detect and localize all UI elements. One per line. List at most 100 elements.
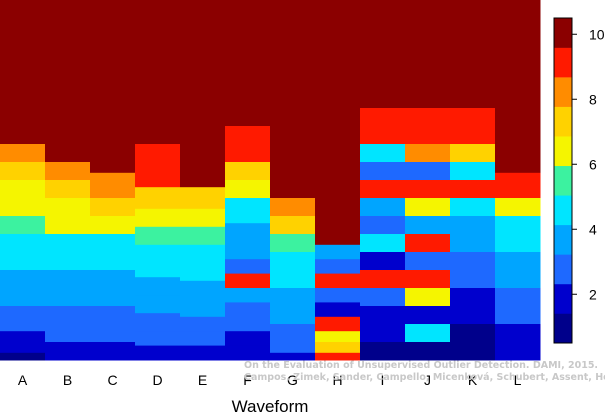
heatmap-cell xyxy=(90,198,136,217)
heatmap-cell xyxy=(225,244,271,260)
heatmap-cell xyxy=(405,108,451,145)
heatmap-cell xyxy=(405,306,451,325)
heatmap-cell xyxy=(225,126,271,163)
heatmap-cell xyxy=(495,252,541,271)
heatmap-cell xyxy=(315,342,361,354)
heatmap-cell xyxy=(45,324,91,343)
heatmap-column-g xyxy=(270,0,316,361)
heatmap-cell xyxy=(270,342,316,354)
heatmap-cell xyxy=(225,273,271,289)
heatmap-cell xyxy=(45,162,91,181)
heatmap-cell xyxy=(180,226,226,246)
heatmap-cell xyxy=(450,306,496,325)
heatmap-cell xyxy=(360,216,406,235)
heatmap-cell xyxy=(450,216,496,235)
heatmap-cell xyxy=(135,313,181,332)
heatmap-cell xyxy=(450,288,496,307)
x-tick-label: K xyxy=(468,372,478,388)
heatmap-cell xyxy=(360,270,406,289)
heatmap-cell xyxy=(90,324,136,343)
heatmap-cell xyxy=(180,298,226,318)
heatmap-cell xyxy=(90,0,136,174)
heatmap-cell xyxy=(45,180,91,199)
x-tick-label: F xyxy=(243,372,252,388)
heatmap-cell xyxy=(405,180,451,199)
heatmap-cell xyxy=(495,288,541,307)
heatmap-cell xyxy=(315,0,361,246)
x-tick-label: C xyxy=(107,372,117,388)
heatmap-cell xyxy=(135,244,181,260)
x-tick-label: D xyxy=(152,372,162,388)
heatmap-cell xyxy=(360,324,406,343)
heatmap-cell xyxy=(0,216,46,235)
colorbar xyxy=(553,17,573,344)
heatmap-plot-area xyxy=(0,0,541,361)
heatmap-column-d xyxy=(135,0,181,361)
heatmap-cell xyxy=(90,352,136,361)
heatmap-cell xyxy=(360,198,406,217)
heatmap-cell xyxy=(360,234,406,253)
colorbar-tick-labels: 2 4 6 8 10 xyxy=(572,26,605,302)
heatmap-cell xyxy=(0,234,46,253)
heatmap-cell xyxy=(360,252,406,271)
heatmap-cell xyxy=(90,216,136,235)
heatmap-cell xyxy=(225,223,271,246)
watermark-line-1: On the Evaluation of Unsupervised Outlie… xyxy=(244,360,599,371)
heatmap-cell xyxy=(360,144,406,163)
heatmap-cell xyxy=(315,259,361,275)
heatmap-cell xyxy=(45,342,91,354)
colorbar-segment xyxy=(554,224,572,255)
heatmap-cell xyxy=(270,198,316,217)
heatmap-cell xyxy=(315,302,361,318)
heatmap-cell xyxy=(0,342,46,354)
heatmap-cell xyxy=(135,345,181,361)
heatmap-cell xyxy=(360,288,406,307)
heatmap-cell xyxy=(405,216,451,235)
heatmap-cell xyxy=(180,244,226,264)
heatmap-cell xyxy=(90,306,136,325)
heatmap-cell xyxy=(405,252,451,271)
heatmap-cell xyxy=(405,270,451,289)
heatmap-cell xyxy=(270,352,316,361)
heatmap-column-c xyxy=(90,0,136,361)
heatmap-cell xyxy=(450,234,496,253)
heatmap-cell xyxy=(405,144,451,163)
heatmap-cell xyxy=(360,0,406,109)
x-tick-label: A xyxy=(18,372,28,388)
heatmap-cell xyxy=(180,208,226,228)
heatmap-cell xyxy=(405,198,451,217)
heatmap-cell xyxy=(225,316,271,332)
heatmap-cell xyxy=(0,316,46,332)
heatmap-cell xyxy=(45,234,91,253)
heatmap-cell xyxy=(0,180,46,199)
heatmap-cell xyxy=(450,252,496,271)
heatmap-cell xyxy=(0,0,46,145)
heatmap-cell xyxy=(135,144,181,188)
heatmap-cell xyxy=(180,0,226,188)
heatmap-cell xyxy=(0,288,46,307)
heatmap-cell xyxy=(450,198,496,217)
colorbar-frame xyxy=(553,17,573,344)
heatmap-cell xyxy=(405,162,451,181)
heatmap-cell xyxy=(135,331,181,347)
heatmap-cell xyxy=(270,288,316,307)
heatmap-cell xyxy=(315,288,361,303)
x-axis-label: Waveform xyxy=(232,397,309,413)
heatmap-cell xyxy=(135,208,181,228)
heatmap-cell xyxy=(90,270,136,289)
heatmap-cell xyxy=(270,270,316,289)
heatmap-cell xyxy=(225,345,271,361)
heatmap-cell xyxy=(495,270,541,289)
heatmap-cell xyxy=(450,324,496,361)
heatmap-cell xyxy=(45,216,91,235)
heatmap-cell xyxy=(45,0,91,163)
heatmap-cell xyxy=(270,0,316,199)
heatmap-cell xyxy=(180,187,226,210)
x-tick-labels: A B C D E F G H I J K L xyxy=(18,372,522,388)
heatmap-cell xyxy=(270,216,316,235)
heatmap-cell xyxy=(45,306,91,325)
heatmap-cell xyxy=(0,270,46,289)
heatmap-cell xyxy=(315,331,361,343)
heatmap-cell xyxy=(0,198,46,217)
